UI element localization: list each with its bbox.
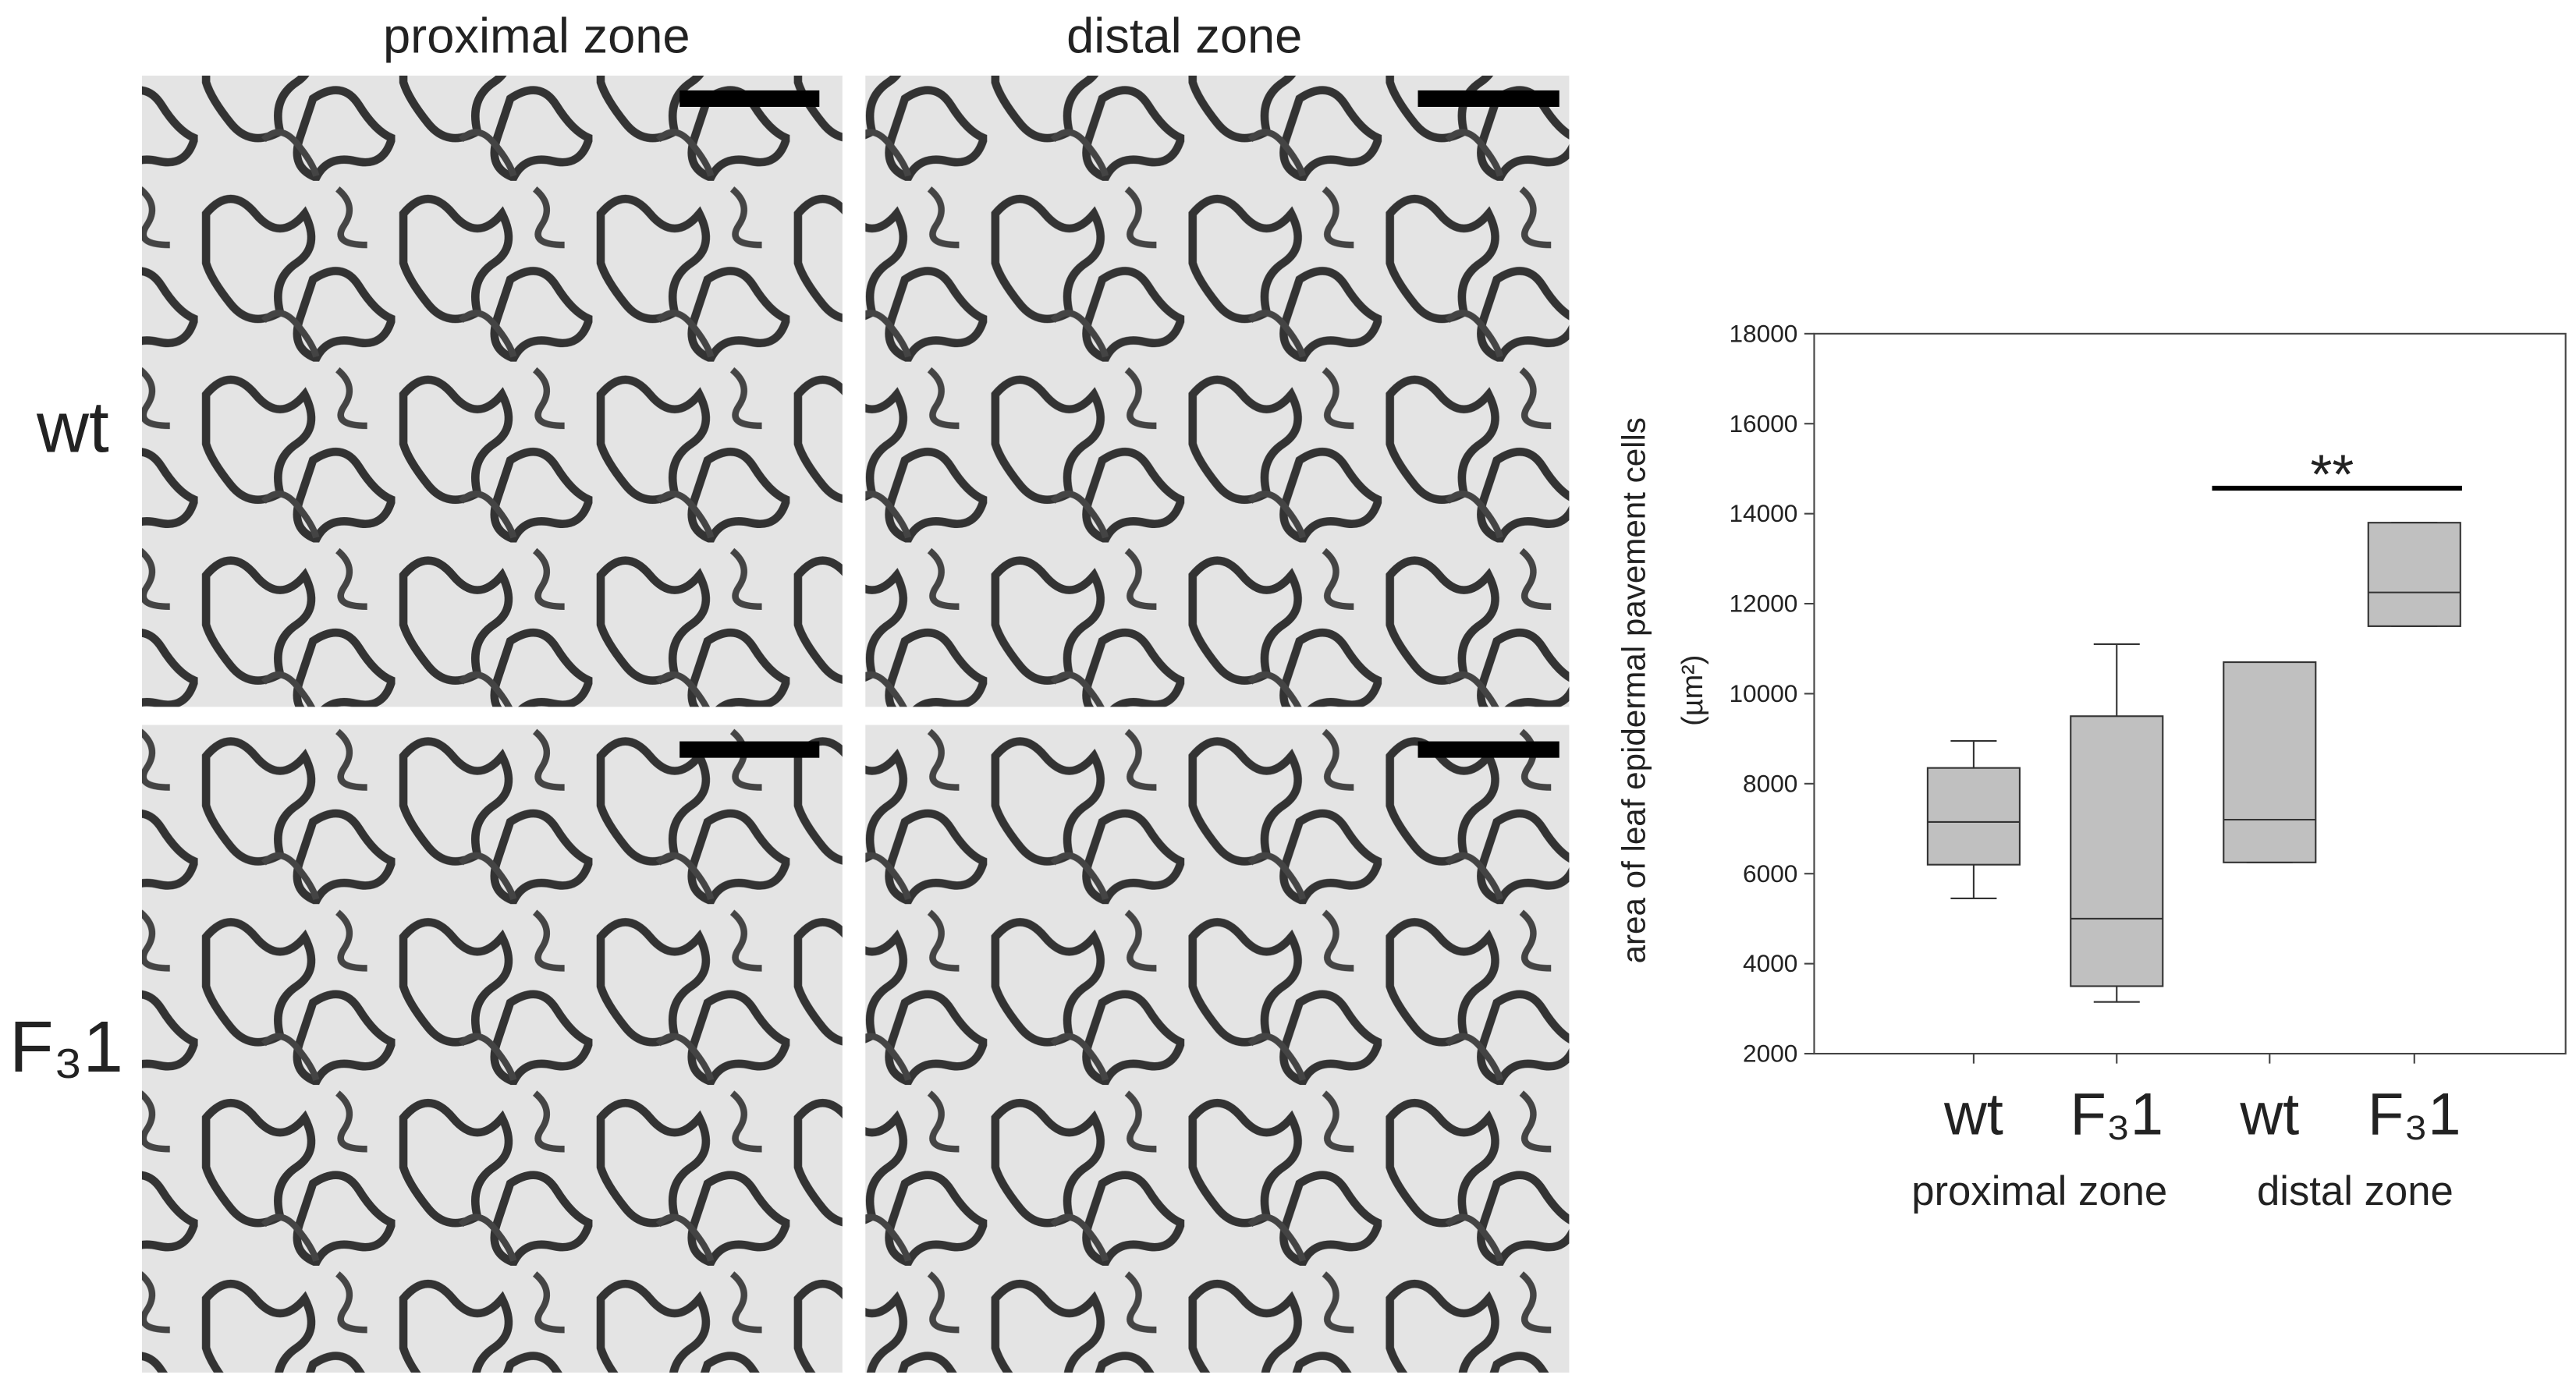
group-label: distal zone [2257, 1168, 2454, 1214]
column-label: proximal zone [383, 9, 690, 63]
row-label: wt [36, 387, 109, 468]
y-tick-label: 16000 [1729, 409, 1797, 438]
micrograph [865, 75, 1570, 707]
scale-bar [679, 90, 820, 107]
micrographs [141, 75, 1570, 1373]
scale-bar [1418, 90, 1559, 107]
scale-bar [679, 741, 820, 758]
y-tick-label: 4000 [1743, 949, 1797, 977]
x-tick-label: F₃1 [2070, 1081, 2163, 1147]
y-tick-label: 18000 [1729, 319, 1797, 347]
x-tick-label: wt [2239, 1081, 2299, 1147]
y-tick-label: 10000 [1729, 679, 1797, 707]
row-label: F₃1 [9, 1006, 123, 1087]
box [2223, 661, 2317, 863]
y-tick-label: 2000 [1743, 1040, 1797, 1068]
y-tick-label: 6000 [1743, 859, 1797, 888]
y-tick-label: 14000 [1729, 499, 1797, 527]
group-label: proximal zone [1911, 1168, 2167, 1214]
y-tick-label: 8000 [1743, 769, 1797, 797]
micrograph [141, 75, 843, 707]
micrograph [141, 725, 843, 1373]
y-axis-unit: (µm²) [1677, 655, 1709, 726]
x-tick-label: F₃1 [2368, 1081, 2461, 1147]
y-tick-label: 12000 [1729, 590, 1797, 618]
column-label: distal zone [1066, 9, 1302, 63]
box-plot: 2000 4000 6000 8000 10000 12000 14000 16000 1800… [1615, 319, 2567, 1214]
y-axis-label: area of leaf epidermal pavement cells [1615, 417, 1652, 963]
scale-bar [1418, 741, 1559, 758]
significance-label: ** [2310, 443, 2354, 505]
plot-frame [1813, 332, 2567, 1055]
box [2070, 715, 2164, 987]
x-tick-label: wt [1943, 1081, 2003, 1147]
box [1926, 767, 2021, 866]
box [2367, 522, 2461, 627]
micrograph [865, 725, 1570, 1373]
